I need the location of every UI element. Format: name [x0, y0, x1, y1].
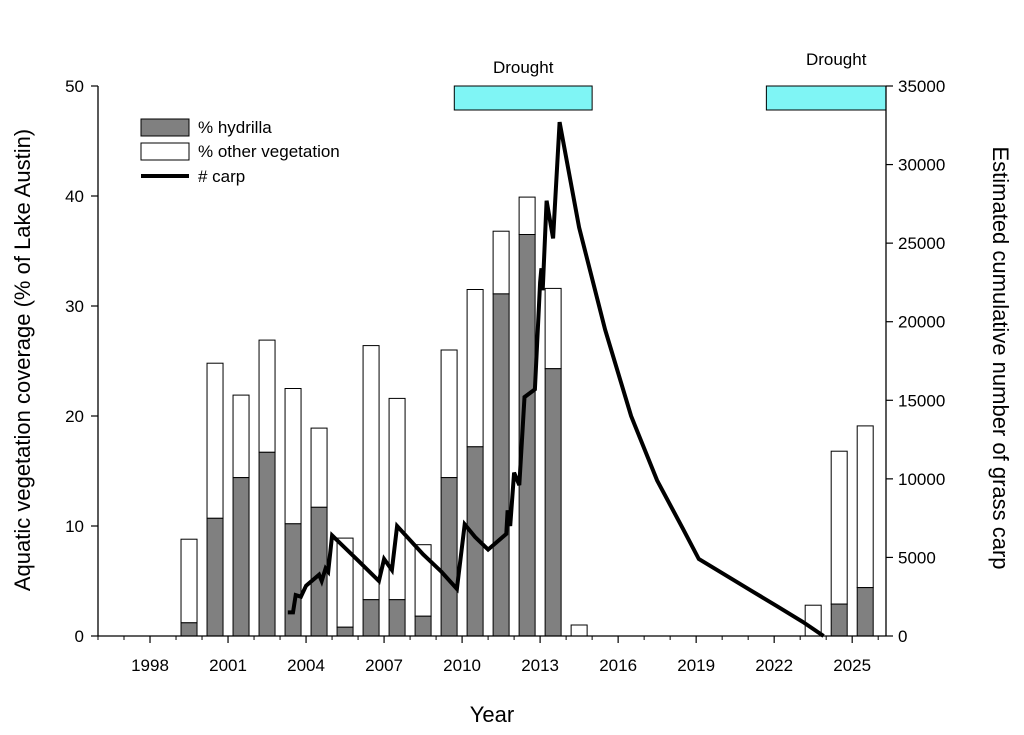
bar-hydrilla [284, 523, 302, 637]
x-tick-label: 2007 [365, 656, 403, 675]
x-tick-label: 2016 [599, 656, 637, 675]
legend-label-carp: # carp [198, 167, 245, 186]
y-left-tick-label: 0 [75, 627, 84, 646]
y-axis-left-title: Aquatic vegetation coverage (% of Lake A… [10, 129, 35, 591]
x-tick-label: 2010 [443, 656, 481, 675]
bar-hydrilla [362, 599, 380, 637]
y-left-tick-label: 40 [65, 187, 84, 206]
x-tick-label: 2019 [677, 656, 715, 675]
y-right-tick-label: 35000 [898, 77, 945, 96]
y-left-tick-label: 30 [65, 297, 84, 316]
bar-hydrilla [856, 587, 874, 637]
y-right-tick-label: 30000 [898, 156, 945, 175]
bar-other-vegetation [310, 427, 328, 508]
x-tick-label: 2004 [287, 656, 325, 675]
bars-layer [180, 196, 874, 637]
bar-hydrilla [180, 622, 198, 637]
drought-label: Drought [806, 50, 867, 69]
legend-swatch-other [140, 142, 190, 161]
y-left-tick-label: 50 [65, 77, 84, 96]
carp-line [287, 121, 825, 638]
y-right-tick-label: 0 [898, 627, 907, 646]
x-tick-label: 2001 [209, 656, 247, 675]
drought-bar [453, 85, 593, 111]
bar-other-vegetation [856, 425, 874, 589]
bar-other-vegetation [362, 345, 380, 601]
bar-other-vegetation [180, 538, 198, 624]
bar-hydrilla [336, 626, 354, 637]
x-axis-title: Year [470, 702, 514, 727]
bar-hydrilla [830, 603, 848, 637]
bar-other-vegetation [570, 624, 588, 637]
bar-other-vegetation [232, 394, 250, 479]
bar-hydrilla [414, 615, 432, 637]
bar-other-vegetation [258, 339, 276, 453]
y-right-tick-label: 20000 [898, 313, 945, 332]
legend-label-other: % other vegetation [198, 142, 340, 161]
y-axis-right-title: Estimated cumulative number of grass car… [988, 146, 1013, 569]
bar-other-vegetation [284, 388, 302, 525]
y-right-tick-label: 25000 [898, 234, 945, 253]
x-tick-label: 2022 [755, 656, 793, 675]
bar-hydrilla [232, 477, 250, 637]
drought-layer: Drought Drought [453, 50, 887, 111]
y-left-tick-label: 20 [65, 407, 84, 426]
bar-other-vegetation [206, 362, 224, 519]
x-tick-label: 2025 [833, 656, 871, 675]
axes-layer: 1998 2001 2004 2007 2010 2013 2016 2019 2022 2025… [65, 77, 945, 675]
y-right-tick-label: 15000 [898, 391, 945, 410]
bar-other-vegetation [440, 349, 458, 479]
legend-swatch-hydrilla [140, 118, 190, 137]
bar-hydrilla [492, 293, 510, 637]
y-right-tick-label: 5000 [898, 548, 936, 567]
bar-hydrilla [440, 477, 458, 637]
bar-other-vegetation [518, 196, 536, 236]
legend: % hydrilla % other vegetation # carp [140, 118, 340, 186]
bar-hydrilla [258, 451, 276, 637]
bar-hydrilla [388, 599, 406, 637]
bar-hydrilla [206, 517, 224, 637]
drought-bar [765, 85, 887, 111]
bar-other-vegetation [830, 450, 848, 605]
carp-line-layer [287, 121, 825, 638]
legend-label-hydrilla: % hydrilla [198, 118, 272, 137]
bar-hydrilla [544, 368, 562, 637]
bar-other-vegetation [544, 287, 562, 370]
bar-other-vegetation [466, 289, 484, 448]
drought-label: Drought [493, 58, 554, 77]
y-right-tick-label: 10000 [898, 470, 945, 489]
y-left-tick-label: 10 [65, 517, 84, 536]
x-tick-label: 2013 [521, 656, 559, 675]
x-tick-label: 1998 [131, 656, 169, 675]
bar-other-vegetation [492, 230, 510, 295]
